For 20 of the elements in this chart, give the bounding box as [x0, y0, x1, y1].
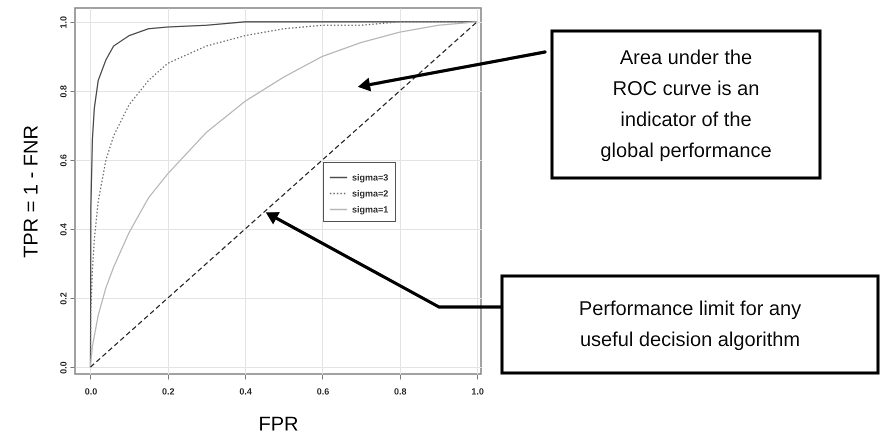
- y-tick-label: 0.8: [58, 85, 68, 98]
- y-tick-label: 1.0: [58, 16, 68, 29]
- legend-label: sigma=3: [352, 172, 388, 182]
- legend-label: sigma=1: [352, 204, 388, 214]
- legend-label: sigma=2: [352, 188, 388, 198]
- x-tick-label: 0.8: [394, 386, 407, 396]
- y-tick-label: 0.2: [58, 292, 68, 305]
- x-tick-label: 0.4: [239, 386, 252, 396]
- y-tick-label: 0.4: [58, 223, 68, 236]
- x-tick-label: 0.2: [162, 386, 175, 396]
- x-tick-label: 0.0: [84, 386, 98, 396]
- y-tick-label: 0.0: [58, 361, 68, 374]
- x-tick-label: 0.6: [316, 386, 330, 396]
- y-tick-label: 0.6: [58, 154, 68, 167]
- line-series: [90, 21, 478, 368]
- text: Performance limit for any useful decision algorithm: [578, 298, 802, 351]
- text: Area under the ROC curve is an indicator of the global performance: [600, 47, 772, 162]
- x-axis-title: FPR: [258, 414, 298, 436]
- y-axis-title: TPR = 1 - FNR: [20, 125, 42, 258]
- x-tick-label: 1.0: [471, 386, 484, 396]
